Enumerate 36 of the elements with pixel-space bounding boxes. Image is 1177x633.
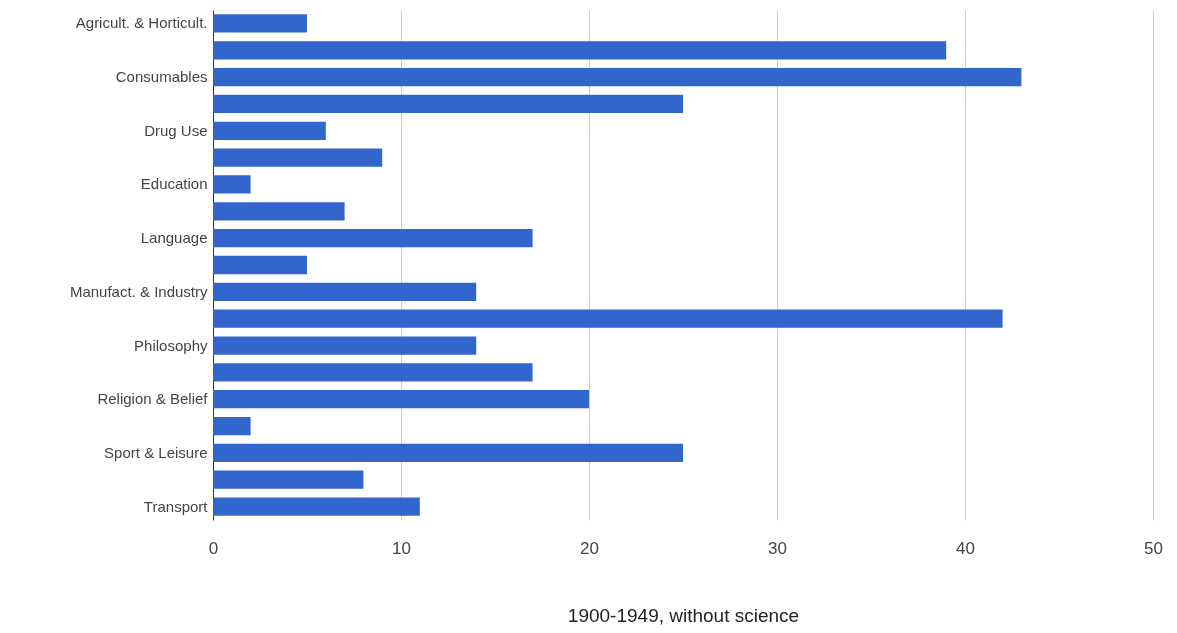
x-axis-title: 1900-1949, without science	[567, 604, 800, 626]
bar	[213, 41, 947, 60]
bar	[213, 309, 1003, 328]
bar	[213, 336, 477, 355]
bar	[213, 470, 364, 489]
bar	[213, 202, 345, 221]
y-tick-label: Transport	[143, 497, 209, 515]
bar	[213, 121, 326, 140]
bar	[213, 497, 420, 516]
bar	[213, 229, 533, 248]
bar	[213, 94, 683, 114]
x-tick-label: 30	[768, 538, 787, 558]
y-tick-label: Consumables	[115, 68, 208, 86]
x-tick-label: 10	[392, 538, 411, 558]
x-tick-label: 40	[956, 538, 975, 558]
bar	[213, 255, 307, 275]
y-tick-label: Sport & Leisure	[104, 443, 208, 461]
x-tick-label: 50	[1144, 538, 1163, 558]
x-tick-label: 0	[208, 538, 219, 558]
bar	[213, 390, 589, 409]
bar	[213, 363, 533, 382]
y-tick-label: Education	[140, 175, 208, 193]
y-tick-label: Religion & Belief	[97, 390, 209, 408]
y-tick-label: Language	[140, 229, 208, 247]
bar	[213, 14, 307, 33]
bar	[213, 282, 477, 301]
bar	[213, 175, 251, 194]
bar	[213, 443, 683, 463]
y-tick-label: Agricult. & Horticult.	[75, 14, 208, 32]
y-tick-label: Philosophy	[134, 336, 208, 354]
bar	[213, 416, 251, 436]
y-tick-label: Drug Use	[144, 121, 208, 139]
x-tick-label: 20	[580, 538, 599, 558]
bar	[213, 67, 1022, 87]
y-tick-label: Manufact. & Industry	[69, 282, 208, 300]
bar	[213, 148, 383, 167]
